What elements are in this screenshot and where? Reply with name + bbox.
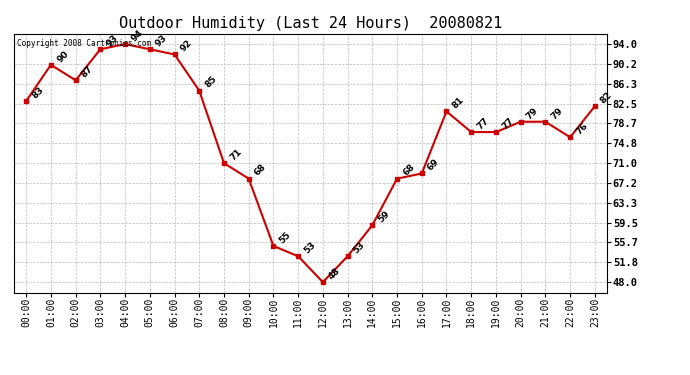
Text: 77: 77 <box>500 116 515 131</box>
Text: 76: 76 <box>574 121 589 136</box>
Text: 77: 77 <box>475 116 491 131</box>
Title: Outdoor Humidity (Last 24 Hours)  20080821: Outdoor Humidity (Last 24 Hours) 2008082… <box>119 16 502 31</box>
Text: 93: 93 <box>154 33 169 48</box>
Text: 93: 93 <box>104 33 120 48</box>
Text: 59: 59 <box>377 209 392 225</box>
Text: 68: 68 <box>253 163 268 178</box>
Text: 48: 48 <box>327 266 342 281</box>
Text: 53: 53 <box>352 240 367 255</box>
Text: 94: 94 <box>129 28 145 44</box>
Text: 55: 55 <box>277 230 293 245</box>
Text: Copyright 2008 Cartronics.com: Copyright 2008 Cartronics.com <box>17 39 151 48</box>
Text: 85: 85 <box>204 75 219 90</box>
Text: 68: 68 <box>401 163 416 178</box>
Text: 53: 53 <box>302 240 317 255</box>
Text: 90: 90 <box>55 49 70 64</box>
Text: 71: 71 <box>228 147 244 162</box>
Text: 82: 82 <box>599 90 614 105</box>
Text: 87: 87 <box>80 64 95 80</box>
Text: 83: 83 <box>30 85 46 100</box>
Text: 79: 79 <box>525 106 540 121</box>
Text: 69: 69 <box>426 158 441 173</box>
Text: 92: 92 <box>179 38 194 54</box>
Text: 79: 79 <box>549 106 565 121</box>
Text: 81: 81 <box>451 95 466 111</box>
